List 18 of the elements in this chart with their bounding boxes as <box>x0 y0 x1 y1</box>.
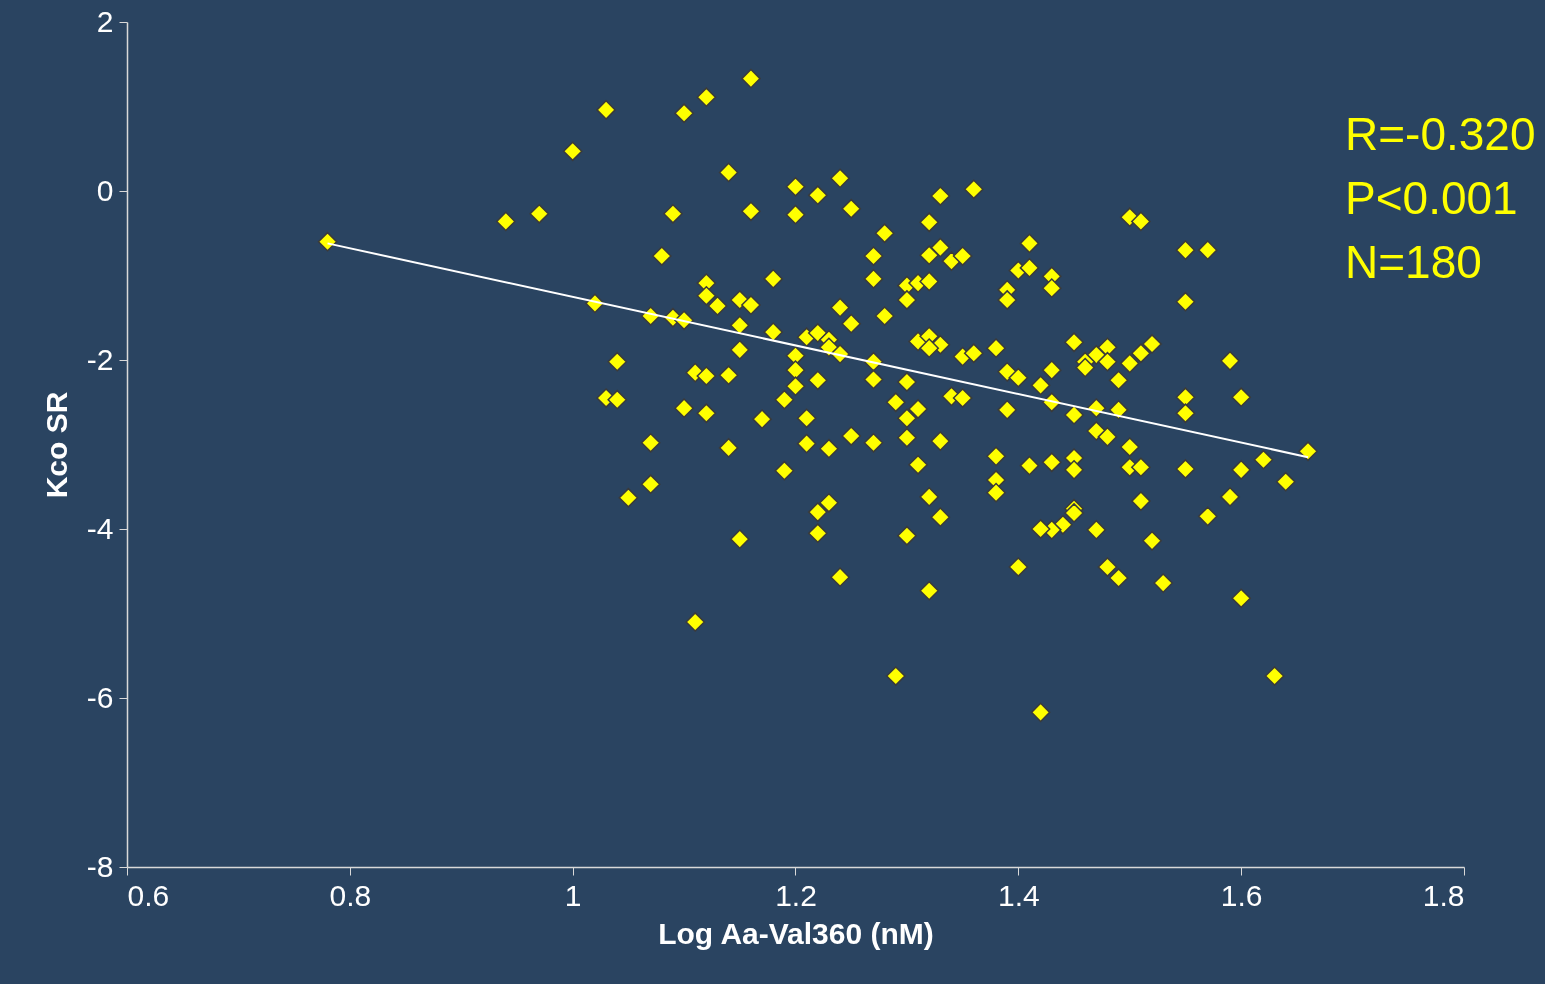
y-tick-label: 2 <box>96 4 114 38</box>
y-axis-title: Kco SR <box>39 391 73 499</box>
x-axis-title: Log Aa-Val360 (nM) <box>658 916 934 950</box>
x-tick-label: 0.6 <box>127 878 170 912</box>
x-tick-label: 0.8 <box>329 878 372 912</box>
annotation: R=-0.320 <box>1345 108 1536 160</box>
y-tick-label: 0 <box>96 173 114 207</box>
x-tick-label: 1.4 <box>997 878 1040 912</box>
y-tick-label: -2 <box>86 342 114 376</box>
x-tick-label: 1 <box>564 878 582 912</box>
x-tick-label: 1.2 <box>775 878 817 912</box>
annotation: N=180 <box>1345 236 1482 288</box>
x-tick-label: 1.6 <box>1220 878 1263 912</box>
y-tick-label: -4 <box>86 511 114 545</box>
x-tick-label: 1.8 <box>1422 878 1465 912</box>
annotation: P<0.001 <box>1345 172 1518 224</box>
y-tick-label: -8 <box>86 849 114 883</box>
y-tick-label: -6 <box>86 680 114 714</box>
